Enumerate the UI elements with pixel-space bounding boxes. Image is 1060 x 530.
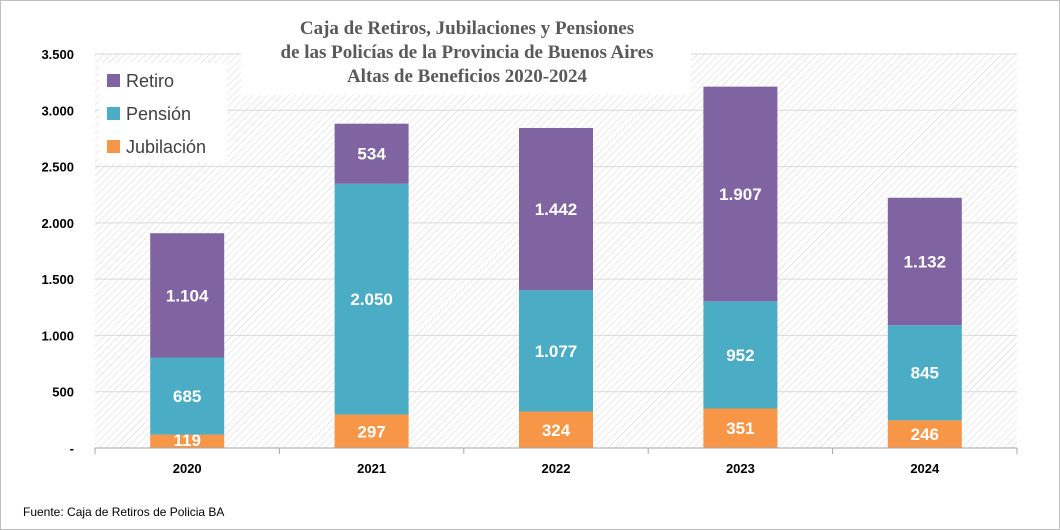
y-tick-label: 3.000: [41, 103, 74, 118]
bar-segment: [887, 325, 962, 421]
bar-segment: [519, 411, 593, 448]
legend-swatch: [107, 74, 120, 87]
data-label: 1.442: [535, 200, 578, 219]
bar-segment: [334, 414, 409, 448]
legend: Retiro Pensión Jubilación: [99, 63, 227, 163]
bar-segment: [703, 86, 778, 302]
data-label: 119: [173, 431, 200, 450]
bar-segment: [887, 197, 962, 326]
y-axis: - 500 1.000 1.500 2.000 2.500 3.000 3.500: [41, 47, 74, 456]
y-tick-label: 3.500: [41, 47, 74, 62]
data-label: 2.050: [350, 290, 393, 309]
legend-item: Pensión: [126, 104, 191, 124]
data-label: 351: [726, 419, 754, 438]
x-axis: 2020 2021 2022 2023 2024: [94, 447, 1018, 476]
data-label: 1.907: [719, 185, 762, 204]
y-tick-label: -: [70, 441, 74, 456]
bar-segment: [703, 301, 778, 409]
data-label: 685: [173, 387, 201, 406]
data-label: 324: [542, 421, 571, 440]
chart-title-line: Caja de Retiros, Jubilaciones y Pensione…: [300, 18, 634, 39]
data-label: 1.104: [166, 286, 209, 305]
bar-segment: [150, 357, 225, 435]
y-tick-label: 500: [52, 385, 74, 400]
bar-segment: [334, 123, 409, 184]
bar-segment: [703, 408, 778, 448]
data-label: 952: [726, 346, 754, 365]
bar-segment: [519, 290, 593, 412]
bar-segment: [150, 233, 225, 358]
source-note: Fuente: Caja de Retiros de Policia BA: [23, 505, 225, 519]
x-tick-label: 2023: [726, 461, 755, 476]
x-tick-label: 2022: [542, 461, 571, 476]
data-label: 1.077: [535, 342, 578, 361]
chart-title-line: Altas de Beneficios 2020-2024: [347, 66, 588, 87]
data-label: 297: [357, 422, 385, 441]
legend-swatch: [107, 107, 120, 120]
chart-title-line: de las Policías de la Provincia de Bueno…: [281, 42, 654, 63]
bar-segment: [887, 420, 962, 448]
x-tick-label: 2024: [910, 461, 940, 476]
y-tick-label: 2.500: [41, 160, 74, 175]
legend-item: Jubilación: [126, 137, 206, 157]
x-tick-label: 2021: [357, 461, 386, 476]
data-label: 845: [911, 364, 939, 383]
bar-segment: [150, 434, 225, 448]
bar-segment: [334, 183, 409, 415]
data-label: 1.132: [904, 252, 947, 271]
bar-segment: [519, 127, 593, 291]
legend-swatch: [107, 140, 120, 153]
data-label: 534: [357, 145, 386, 164]
x-tick-label: 2020: [173, 461, 202, 476]
y-tick-label: 1.500: [41, 272, 74, 287]
bars: 119 685 1.104 297 2.050 534 324 1.077 1.442 351 95…: [150, 86, 962, 450]
chart-title: Caja de Retiros, Jubilaciones y Pensione…: [241, 13, 691, 95]
legend-item: Retiro: [126, 71, 174, 91]
y-tick-label: 2.000: [41, 216, 74, 231]
y-tick-label: 1.000: [41, 328, 74, 343]
data-label: 246: [911, 425, 939, 444]
